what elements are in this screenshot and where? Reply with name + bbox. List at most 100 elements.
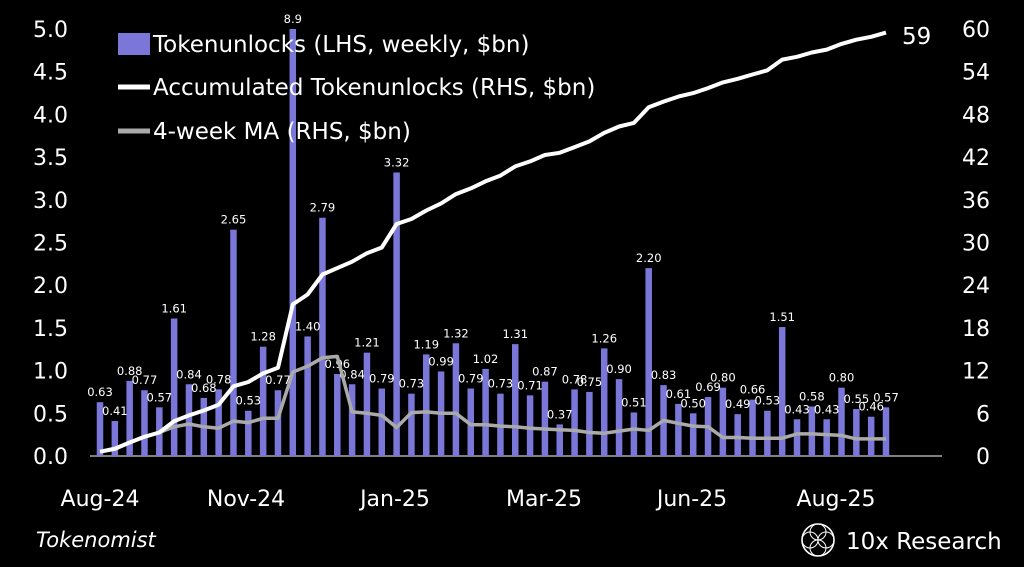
y-left-tick-label: 0.0 xyxy=(33,445,68,470)
bar-data-label: 0.69 xyxy=(695,380,721,394)
bar xyxy=(348,384,356,456)
bar-data-label: 0.68 xyxy=(191,381,217,395)
bar-data-label: 3.32 xyxy=(384,155,410,169)
legend-swatch-bars xyxy=(118,33,150,55)
bar xyxy=(334,374,341,456)
legend-label-bars: Tokenunlocks (LHS, weekly, $bn) xyxy=(152,32,529,58)
bar-data-label: 0.50 xyxy=(680,396,706,410)
bar-data-label: 0.43 xyxy=(814,402,840,416)
y-right-tick-label: 18 xyxy=(962,317,990,342)
bar xyxy=(452,343,460,456)
bar-data-label: 0.99 xyxy=(428,354,454,368)
bar-data-label: 0.80 xyxy=(710,371,736,385)
bar-data-label: 0.77 xyxy=(265,373,291,387)
bar-data-label: 0.75 xyxy=(577,375,603,389)
brand-name: 10x Research xyxy=(846,529,1002,555)
bar-data-label: 0.57 xyxy=(147,390,173,404)
bar xyxy=(230,229,237,456)
bar xyxy=(526,395,534,456)
bar-data-label: 2.79 xyxy=(310,201,336,215)
bar-data-label: 2.65 xyxy=(221,213,247,227)
bar-data-label: 0.73 xyxy=(488,377,514,391)
bar xyxy=(823,419,830,456)
bar xyxy=(749,399,756,456)
bar xyxy=(289,29,297,456)
legend-label-accumulated: Accumulated Tokenunlocks (RHS, $bn) xyxy=(153,75,595,101)
bar xyxy=(274,390,282,456)
bar xyxy=(467,388,475,456)
bar xyxy=(586,391,593,456)
x-tick-label: Jun-25 xyxy=(655,487,727,512)
bar-data-label: 1.51 xyxy=(769,310,795,324)
chart: 0.0 0.5 1.0 1.5 2.0 2.5 3.0 3.5 4.0 4.5 5.0 0 6 12 18… xyxy=(33,12,990,512)
bar xyxy=(719,387,727,456)
bar-data-label: 0.57 xyxy=(873,390,899,404)
y-right-tick-label: 42 xyxy=(962,146,990,171)
bar-data-labels: 0.630.410.880.770.571.610.840.680.782.65… xyxy=(87,12,899,421)
y-left-axis: 0.0 0.5 1.0 1.5 2.0 2.5 3.0 3.5 4.0 4.5 5.0 xyxy=(33,18,68,470)
y-right-tick-label: 0 xyxy=(976,445,990,470)
bar-data-label: 0.88 xyxy=(117,364,143,378)
bar-data-label: 0.51 xyxy=(621,395,647,409)
bar-data-label: 0.66 xyxy=(740,383,766,397)
bar-data-label: 0.37 xyxy=(547,407,573,421)
bar xyxy=(141,390,148,456)
bar xyxy=(304,336,311,456)
globe-lattice-icon xyxy=(800,522,836,562)
y-left-tick-label: 4.0 xyxy=(33,103,68,128)
bar-data-label: 0.90 xyxy=(606,362,632,376)
bar xyxy=(408,393,415,456)
bar-data-label: 0.79 xyxy=(458,372,484,386)
y-right-tick-label: 54 xyxy=(962,61,990,86)
bar xyxy=(808,406,816,456)
bar xyxy=(215,389,222,456)
bar xyxy=(259,346,267,456)
bar-data-label: 1.31 xyxy=(502,327,528,341)
bar xyxy=(867,416,875,456)
bar xyxy=(170,318,178,456)
bar-data-label: 0.49 xyxy=(725,397,751,411)
x-tick-label: Aug-25 xyxy=(797,487,876,512)
x-tick-label: Aug-24 xyxy=(61,487,140,512)
bar-data-label: 0.87 xyxy=(532,365,558,379)
bar-data-label: 0.63 xyxy=(87,385,113,399)
bar-data-label: 1.21 xyxy=(354,336,380,350)
y-right-tick-label: 30 xyxy=(962,232,990,257)
accumulated-line xyxy=(99,30,887,454)
bar-data-label: 0.77 xyxy=(132,373,158,387)
bar-data-label: 0.80 xyxy=(829,371,855,385)
bar-data-label: 1.26 xyxy=(591,331,617,345)
bar xyxy=(853,409,860,456)
bar-data-label: 0.84 xyxy=(176,367,202,381)
bar-data-label: 0.78 xyxy=(206,372,232,386)
bar-data-label: 1.61 xyxy=(161,302,187,316)
y-left-tick-label: 3.5 xyxy=(33,146,68,171)
bar xyxy=(764,410,771,456)
bar xyxy=(600,348,608,456)
y-left-tick-label: 1.0 xyxy=(33,360,68,385)
brand: 10x Research xyxy=(800,522,1002,562)
bar-data-label: 0.43 xyxy=(784,402,810,416)
bar-data-label: 0.83 xyxy=(651,368,677,382)
bar xyxy=(245,410,252,456)
bar-data-label: 0.79 xyxy=(369,372,395,386)
bar xyxy=(423,354,430,456)
bar xyxy=(363,352,371,456)
bar-data-label: 0.84 xyxy=(339,367,365,381)
bar-data-label: 0.96 xyxy=(324,357,350,371)
x-tick-label: Jan-25 xyxy=(358,487,430,512)
y-right-tick-label: 6 xyxy=(976,402,990,427)
bar xyxy=(615,379,623,456)
bar-data-label: 0.41 xyxy=(102,404,128,418)
y-left-tick-label: 2.0 xyxy=(33,274,68,299)
y-left-tick-label: 5.0 xyxy=(33,18,68,43)
bar-data-label: 0.61 xyxy=(666,387,692,401)
y-left-tick-label: 1.5 xyxy=(33,317,68,342)
bar-data-label: 8.9 xyxy=(284,12,302,26)
y-right-tick-label: 48 xyxy=(962,103,990,128)
bar-data-label: 0.73 xyxy=(399,377,425,391)
bar xyxy=(185,384,193,456)
y-right-tick-label: 60 xyxy=(962,18,990,43)
bar-data-label: 2.20 xyxy=(636,251,662,265)
bar-data-label: 0.53 xyxy=(755,394,781,408)
